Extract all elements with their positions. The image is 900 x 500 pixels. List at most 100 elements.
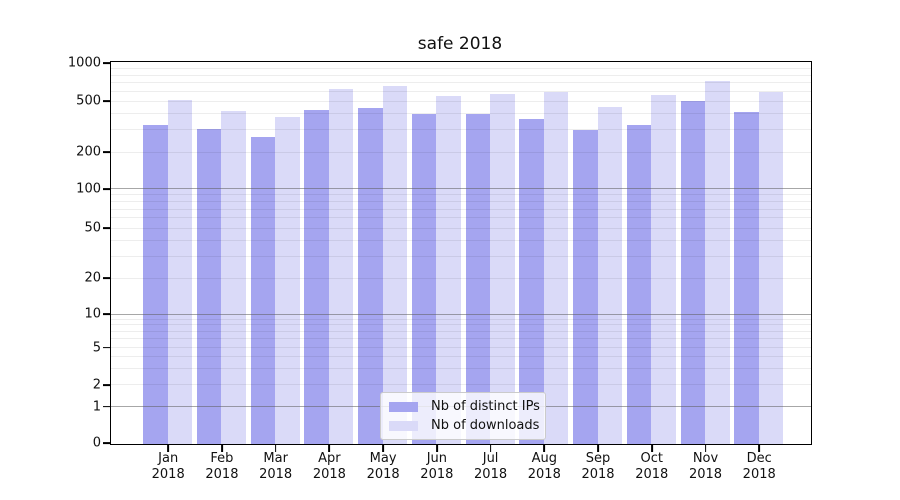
y-axis-tick-mark — [103, 405, 110, 408]
y-axis-tick-label: 1 — [92, 399, 101, 414]
x-axis-tick-mark — [435, 444, 438, 452]
bar-distinct-ips — [143, 124, 168, 444]
gridline-minor — [111, 255, 811, 257]
bar-distinct-ips — [250, 136, 276, 444]
x-axis-tick-label: Oct 2018 — [635, 451, 669, 482]
x-axis-tick-label: Mar 2018 — [259, 451, 293, 482]
gridline-major — [111, 188, 811, 190]
gridline-minor — [111, 74, 811, 76]
gridline-minor — [111, 384, 811, 386]
gridline-minor — [111, 324, 811, 326]
x-axis-tick-mark — [543, 444, 546, 452]
bar-downloads — [651, 94, 676, 444]
x-axis-tick-label: Nov 2018 — [688, 451, 723, 482]
gridline-minor — [111, 318, 811, 320]
gridline-minor — [111, 277, 811, 279]
gridline-minor — [111, 227, 811, 229]
x-axis-tick-label: Apr 2018 — [312, 451, 346, 482]
chart-title: safe 2018 — [417, 34, 503, 54]
gridline-major — [111, 313, 811, 315]
bar-downloads — [436, 96, 461, 444]
gridline-minor — [111, 338, 811, 340]
gridline-minor — [111, 217, 811, 219]
y-axis-tick-mark — [103, 277, 110, 280]
bar-downloads — [705, 81, 730, 444]
bar-distinct-ips — [734, 111, 759, 444]
bar-downloads — [382, 86, 408, 444]
y-axis-tick-mark — [103, 62, 110, 65]
x-axis-tick-label: Jul 2018 — [474, 451, 508, 482]
x-axis-tick-mark — [167, 444, 170, 452]
gridline-minor — [111, 100, 811, 102]
x-axis-tick-label: Jan 2018 — [151, 451, 185, 482]
plot-area — [110, 61, 812, 445]
y-axis-tick-label: 10 — [84, 306, 101, 322]
y-axis-tick-mark — [103, 187, 110, 190]
x-axis-tick-label: Dec 2018 — [742, 451, 776, 482]
bar-distinct-ips — [304, 110, 329, 444]
bar-distinct-ips — [465, 113, 491, 444]
legend-swatch-distinct-ips — [389, 401, 418, 412]
x-axis-tick-label: Sep 2018 — [581, 451, 615, 482]
x-axis-tick-label: May 2018 — [366, 451, 400, 482]
x-axis-tick-mark — [650, 444, 653, 452]
bar-downloads — [167, 100, 193, 444]
legend-swatch-downloads — [389, 420, 418, 431]
y-axis-tick-mark — [103, 442, 110, 445]
y-axis-tick-label: 5 — [92, 340, 101, 355]
y-axis-tick-label: 100 — [76, 181, 101, 197]
legend-item: Nb of distinct IPs — [387, 397, 540, 416]
y-axis-tick-label: 500 — [76, 93, 101, 109]
x-axis-tick-mark — [704, 444, 707, 452]
bar-distinct-ips — [196, 129, 222, 444]
bar-downloads — [543, 92, 569, 444]
x-axis-tick-mark — [328, 444, 331, 452]
gridline-minor — [111, 129, 811, 131]
y-axis-tick-label: 0 — [92, 435, 101, 451]
bar-downloads — [275, 116, 300, 444]
bar-distinct-ips — [680, 100, 705, 444]
y-axis-tick-mark — [103, 346, 110, 349]
gridline-minor — [111, 90, 811, 92]
x-axis-tick-mark — [597, 444, 599, 452]
x-axis-tick-label: Jun 2018 — [420, 451, 454, 482]
y-axis-tick-mark — [103, 151, 110, 153]
bar-downloads — [490, 94, 515, 444]
bar-distinct-ips — [411, 113, 437, 444]
gridline-minor — [111, 367, 811, 369]
gridline-minor — [111, 330, 811, 332]
bar-distinct-ips — [573, 129, 598, 444]
x-axis-tick-mark — [382, 444, 385, 452]
gridline-minor — [111, 200, 811, 202]
gridline-minor — [111, 82, 811, 84]
x-axis-tick-mark — [274, 444, 277, 452]
gridline-minor — [111, 239, 811, 241]
y-axis-tick-label: 50 — [84, 220, 101, 236]
x-axis-tick-mark — [758, 444, 761, 452]
gridline-minor — [111, 151, 811, 153]
y-axis-tick-mark — [103, 313, 110, 316]
y-axis-tick-label: 200 — [76, 144, 101, 160]
gridline-minor — [111, 356, 811, 358]
bar-downloads — [221, 111, 246, 444]
bar-distinct-ips — [519, 118, 544, 444]
y-axis-tick-label: 20 — [84, 270, 101, 286]
legend-item: Nb of downloads — [387, 416, 539, 435]
y-axis-tick-mark — [103, 383, 110, 386]
legend: Nb of distinct IPs Nb of downloads — [380, 392, 546, 440]
gridline-minor — [111, 113, 811, 115]
bar-downloads — [597, 107, 623, 444]
bar-downloads — [758, 92, 784, 444]
gridline-minor — [111, 208, 811, 210]
legend-label: Nb of downloads — [431, 418, 540, 433]
legend-label: Nb of distinct IPs — [431, 399, 540, 414]
gridline-minor — [111, 194, 811, 196]
x-axis-tick-label: Feb 2018 — [205, 451, 239, 482]
bar-distinct-ips — [358, 107, 383, 444]
bar-distinct-ips — [626, 124, 652, 444]
y-axis-tick-label: 1000 — [67, 55, 101, 71]
x-axis-tick-mark — [221, 444, 223, 452]
gridline-minor — [111, 347, 811, 348]
y-axis-tick-mark — [103, 227, 110, 230]
